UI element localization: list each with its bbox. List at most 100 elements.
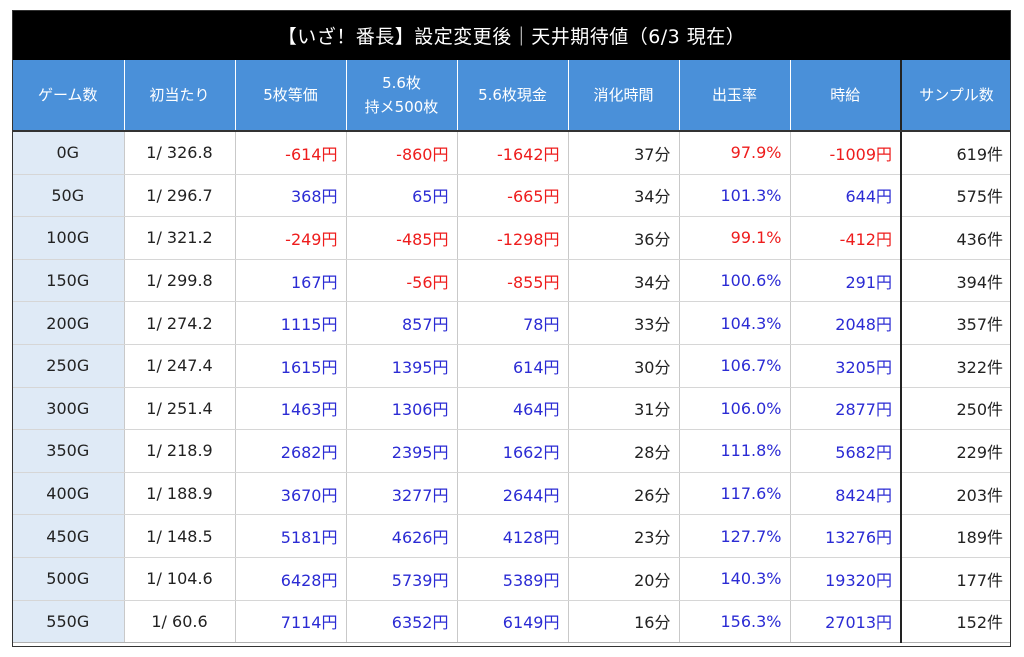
table-row: 550G 1/ 60.6 7114円 6352円 6149円 16分 156.3% 27013…	[12, 600, 1011, 644]
cell-v5: -614円	[234, 131, 346, 175]
expected-value-table-panel: 【いざ！番長】設定変更後｜天井期待値（6/3 現在） ゲーム数 初当たり 5枚等…	[12, 10, 1011, 644]
table-row: 150G 1/ 299.8 167円 -56円 -855円 34分 100.6% 291円 39…	[12, 259, 1011, 303]
cell-v5: 1615円	[234, 344, 346, 388]
cell-v56-hold: 1306円	[345, 387, 457, 431]
cell-wage: 8424円	[789, 472, 901, 516]
cell-samples: 250件	[900, 387, 1011, 431]
cell-payout: 111.8%	[678, 429, 790, 473]
cell-hit: 1/ 104.6	[123, 557, 235, 601]
cell-game: 500G	[12, 557, 124, 601]
cell-v5: 368円	[234, 174, 346, 218]
cell-v5: 1115円	[234, 301, 346, 345]
table-row: 200G 1/ 274.2 1115円 857円 78円 33分 104.3% 2048円 35…	[12, 301, 1011, 345]
cell-v56-cash: -1298円	[456, 216, 568, 260]
cell-samples: 357件	[900, 301, 1011, 345]
cell-hit: 1/ 326.8	[123, 131, 235, 175]
cell-v56-hold: 857円	[345, 301, 457, 345]
cell-hit: 1/ 296.7	[123, 174, 235, 218]
cell-wage: 13276円	[789, 514, 901, 558]
cell-hit: 1/ 299.8	[123, 259, 235, 303]
cell-v56-hold: -485円	[345, 216, 457, 260]
header-game-count: ゲーム数	[12, 60, 124, 132]
cell-payout: 101.3%	[678, 174, 790, 218]
header-sample-count: サンプル数	[900, 60, 1011, 132]
cell-samples: 394件	[900, 259, 1011, 303]
cell-time: 20分	[567, 557, 679, 601]
table-title: 【いざ！番長】設定変更後｜天井期待値（6/3 現在）	[12, 10, 1011, 60]
header-5-6-cash: 5.6枚現金	[456, 60, 568, 132]
header-5-6-hold-line1: 5.6枚	[382, 74, 421, 92]
cell-wage: -1009円	[789, 131, 901, 175]
header-play-time: 消化時間	[567, 60, 679, 132]
header-row: ゲーム数 初当たり 5枚等価 5.6枚 持メ500枚 5.6枚現金 消化時間 出…	[12, 60, 1011, 132]
cell-time: 30分	[567, 344, 679, 388]
cell-v5: 5181円	[234, 514, 346, 558]
table-row: 500G 1/ 104.6 6428円 5739円 5389円 20分 140.3% 1932…	[12, 557, 1011, 601]
cell-hit: 1/ 251.4	[123, 387, 235, 431]
cell-wage: 3205円	[789, 344, 901, 388]
cell-game: 300G	[12, 387, 124, 431]
header-first-hit: 初当たり	[123, 60, 235, 132]
cell-v56-hold: -56円	[345, 259, 457, 303]
cell-samples: 203件	[900, 472, 1011, 516]
cell-wage: 19320円	[789, 557, 901, 601]
cell-time: 37分	[567, 131, 679, 175]
cell-v56-hold: 5739円	[345, 557, 457, 601]
cell-time: 31分	[567, 387, 679, 431]
cell-samples: 177件	[900, 557, 1011, 601]
cell-v5: 2682円	[234, 429, 346, 473]
cell-v56-cash: -665円	[456, 174, 568, 218]
cell-wage: 2877円	[789, 387, 901, 431]
cell-time: 23分	[567, 514, 679, 558]
cell-v56-cash: 78円	[456, 301, 568, 345]
cell-payout: 104.3%	[678, 301, 790, 345]
cell-v56-hold: 3277円	[345, 472, 457, 516]
cell-game: 550G	[12, 600, 124, 644]
cell-v56-hold: 4626円	[345, 514, 457, 558]
cell-game: 150G	[12, 259, 124, 303]
cell-game: 250G	[12, 344, 124, 388]
cell-v56-hold: -860円	[345, 131, 457, 175]
cell-game: 200G	[12, 301, 124, 345]
cell-samples: 322件	[900, 344, 1011, 388]
cell-wage: 27013円	[789, 600, 901, 644]
cell-hit: 1/ 188.9	[123, 472, 235, 516]
cell-game: 0G	[12, 131, 124, 175]
table-row: 0G 1/ 326.8 -614円 -860円 -1642円 37分 97.9% -1009円…	[12, 131, 1011, 175]
cell-v56-hold: 1395円	[345, 344, 457, 388]
cell-hit: 1/ 218.9	[123, 429, 235, 473]
cell-v56-cash: 6149円	[456, 600, 568, 644]
cell-hit: 1/ 274.2	[123, 301, 235, 345]
header-5-6-hold-line2: 持メ500枚	[364, 98, 439, 116]
table-row: 400G 1/ 188.9 3670円 3277円 2644円 26分 117.6% 8424…	[12, 472, 1011, 516]
cell-time: 28分	[567, 429, 679, 473]
cell-samples: 436件	[900, 216, 1011, 260]
cell-hit: 1/ 247.4	[123, 344, 235, 388]
cell-v56-hold: 65円	[345, 174, 457, 218]
cell-samples: 229件	[900, 429, 1011, 473]
cell-v56-cash: 464円	[456, 387, 568, 431]
table-row: 350G 1/ 218.9 2682円 2395円 1662円 28分 111.8% 5682…	[12, 429, 1011, 473]
cell-v56-cash: 4128円	[456, 514, 568, 558]
table-body: 0G 1/ 326.8 -614円 -860円 -1642円 37分 97.9% -1009円…	[12, 131, 1011, 644]
cell-samples: 619件	[900, 131, 1011, 175]
header-5-6-hold: 5.6枚 持メ500枚	[345, 60, 457, 132]
cell-wage: 291円	[789, 259, 901, 303]
cell-samples: 152件	[900, 600, 1011, 644]
cell-time: 34分	[567, 174, 679, 218]
cell-wage: 5682円	[789, 429, 901, 473]
cell-time: 33分	[567, 301, 679, 345]
cell-payout: 106.7%	[678, 344, 790, 388]
cell-payout: 99.1%	[678, 216, 790, 260]
cell-payout: 127.7%	[678, 514, 790, 558]
cell-samples: 189件	[900, 514, 1011, 558]
cell-wage: -412円	[789, 216, 901, 260]
cell-payout: 140.3%	[678, 557, 790, 601]
cell-payout: 117.6%	[678, 472, 790, 516]
expected-value-table: ゲーム数 初当たり 5枚等価 5.6枚 持メ500枚 5.6枚現金 消化時間 出…	[12, 60, 1011, 644]
cell-v56-hold: 6352円	[345, 600, 457, 644]
cell-v56-cash: 614円	[456, 344, 568, 388]
table-row: 100G 1/ 321.2 -249円 -485円 -1298円 36分 99.1% -412…	[12, 216, 1011, 260]
cell-game: 450G	[12, 514, 124, 558]
cell-v5: 6428円	[234, 557, 346, 601]
